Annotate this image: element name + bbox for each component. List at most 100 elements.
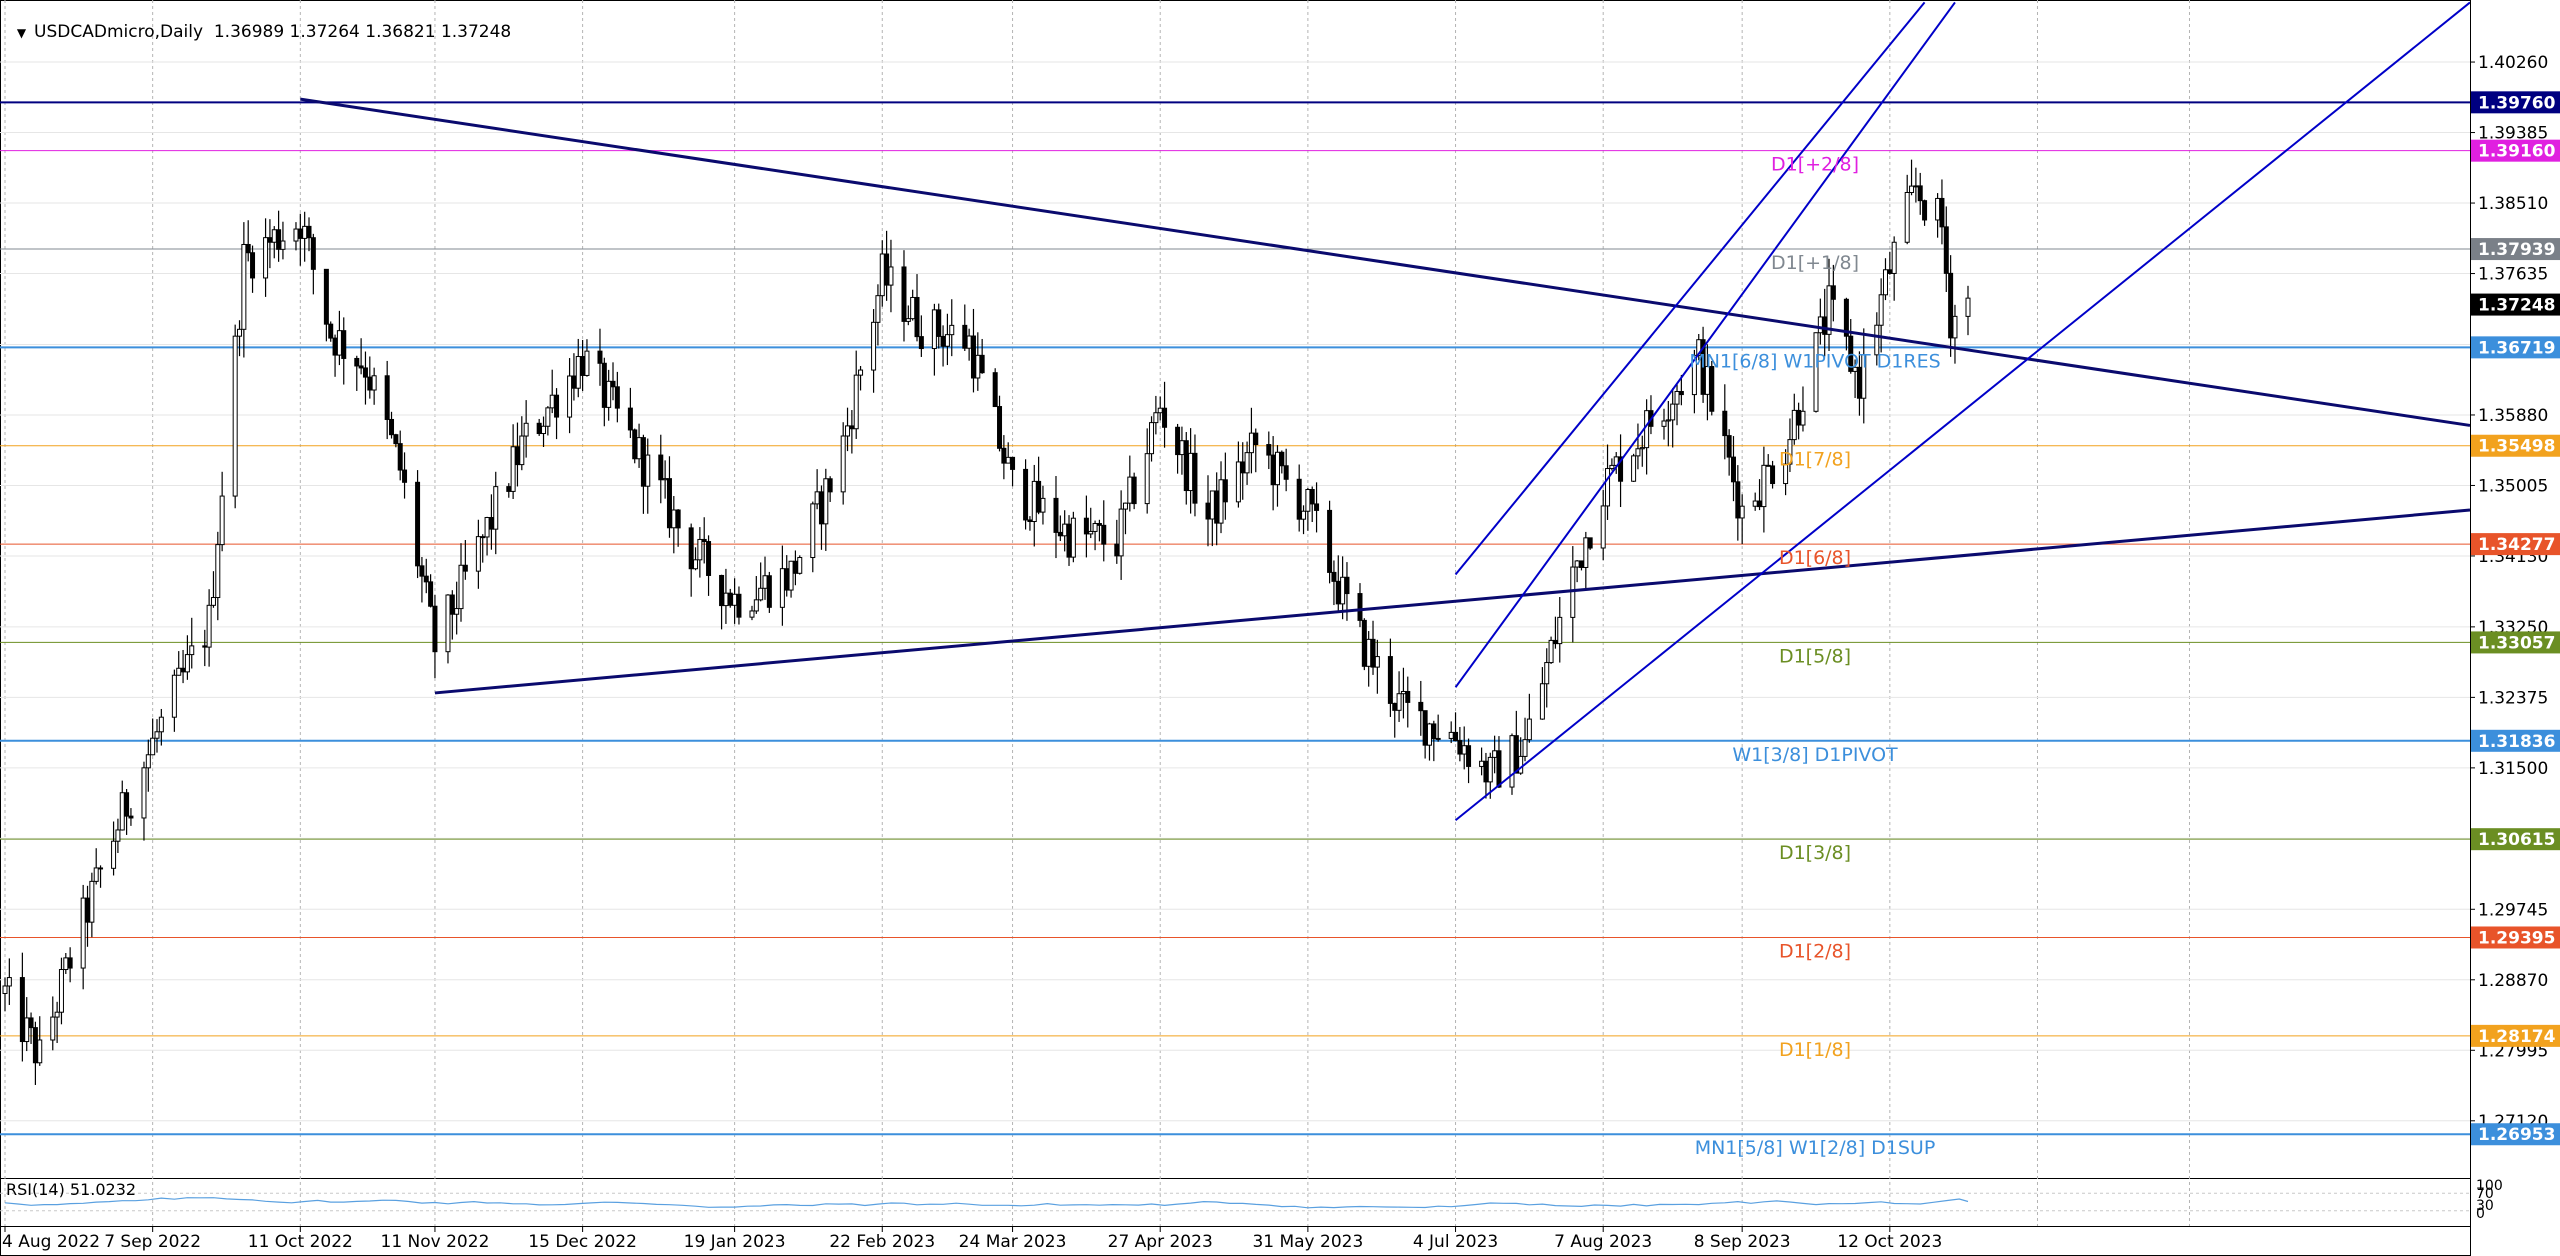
candle-body (1661, 420, 1667, 427)
candle-body (1909, 185, 1915, 194)
candle-body (536, 422, 542, 435)
current-price-tag-bg (2471, 293, 2560, 316)
candle-body (1010, 456, 1016, 470)
candle-body (1544, 662, 1550, 685)
candle-body (1904, 192, 1910, 243)
time-tick-label: 15 Dec 2022 (528, 1232, 637, 1252)
candle-body (814, 491, 820, 505)
candle-body (688, 527, 694, 570)
level-price-tag: 1.39160 (2478, 142, 2556, 162)
candle-body (54, 1011, 60, 1018)
candle-body (1222, 479, 1228, 503)
candle-body (323, 268, 329, 325)
candle-body (1479, 760, 1485, 767)
candle-body (1557, 616, 1563, 645)
candle-body (1248, 432, 1254, 454)
time-tick-label: 19 Jan 2023 (684, 1232, 786, 1252)
candle-body (931, 309, 937, 350)
level-price-tag: 1.31836 (2478, 732, 2555, 752)
candle-body (2, 985, 8, 994)
candle-body (362, 367, 368, 378)
level-price-tag-bg (2471, 139, 2560, 162)
candle-body (1435, 737, 1441, 740)
candle-body (50, 1016, 56, 1041)
candle-body (1327, 509, 1333, 573)
candle-body (1739, 505, 1745, 519)
price-tick-label: 1.40260 (2478, 53, 2548, 73)
candle-body (788, 560, 794, 591)
candle-body (810, 503, 816, 559)
candle-body (614, 386, 620, 409)
level-price-tag: 1.35498 (2478, 437, 2555, 457)
candle-body (402, 469, 408, 483)
level-label: D1[+1/8] (1771, 252, 1859, 274)
candle-body (6, 977, 12, 987)
candle-body (575, 356, 581, 389)
candle-body (606, 380, 612, 408)
candle-body (271, 229, 277, 243)
candle-body (879, 253, 885, 297)
candle-body (1431, 723, 1437, 740)
candle-body (328, 323, 334, 339)
level-price-tag: 1.39760 (2478, 93, 2556, 113)
candle-body (1175, 426, 1181, 456)
candle-body (1674, 390, 1680, 405)
candle-body (1861, 354, 1867, 399)
candle-body (141, 767, 147, 819)
candle-body (1843, 298, 1849, 337)
candle-body (554, 394, 560, 418)
candle-body (1340, 576, 1346, 605)
candle-body (58, 969, 64, 1013)
candle-body (158, 716, 164, 733)
candle-body (63, 957, 69, 971)
level-price-tag: 1.26953 (2478, 1125, 2555, 1145)
candle-body (545, 407, 551, 427)
price-tick-label: 1.31500 (2478, 759, 2548, 779)
candle-body (189, 645, 195, 656)
candle-body (384, 375, 390, 420)
candle-body (849, 425, 855, 430)
candle-body (1917, 185, 1923, 202)
candle-body (1618, 456, 1624, 482)
candle-body (597, 350, 603, 364)
candle-body (1309, 489, 1315, 505)
level-price-tag-bg (2471, 926, 2560, 949)
price-tick-label: 1.35880 (2478, 406, 2548, 426)
candle-body (1062, 523, 1068, 537)
candle-body (245, 243, 251, 254)
level-labels: D1[+2/8] D1[+1/8] MN1[6/8] W1PIVOT D1RES D1… (1689, 154, 1940, 1160)
candle-body (1665, 419, 1671, 422)
candle-body (1005, 456, 1011, 464)
candle-body (1070, 517, 1076, 558)
candle-body (823, 478, 829, 525)
candle-body (1943, 226, 1949, 274)
dropdown-arrow-icon[interactable]: ▼ (16, 26, 27, 40)
candle-body (1678, 390, 1684, 396)
candle-body (480, 536, 486, 539)
candle-body (423, 575, 429, 583)
level-price-tag-bg (2471, 828, 2560, 851)
candle-body (884, 253, 890, 286)
candle-body (888, 266, 894, 286)
candle-body (19, 977, 25, 1043)
candle-body (1027, 519, 1033, 523)
candles (2, 159, 1971, 1085)
candle-body (1457, 740, 1463, 755)
candle-body (1882, 269, 1888, 296)
candle-body (719, 574, 725, 607)
candle-body (1948, 272, 1954, 339)
candle-body (458, 564, 464, 610)
candle-body (1023, 468, 1029, 521)
candle-body (840, 435, 846, 493)
candle-body (510, 446, 516, 492)
candle-body (1787, 439, 1793, 465)
level-label: D1[1/8] (1779, 1039, 1851, 1061)
candle-body (1131, 476, 1137, 505)
candle-body (1270, 454, 1276, 486)
level-label: D1[6/8] (1779, 547, 1851, 569)
candle-body (1253, 432, 1259, 446)
candle-body (1813, 332, 1819, 412)
candle-body (662, 478, 668, 481)
